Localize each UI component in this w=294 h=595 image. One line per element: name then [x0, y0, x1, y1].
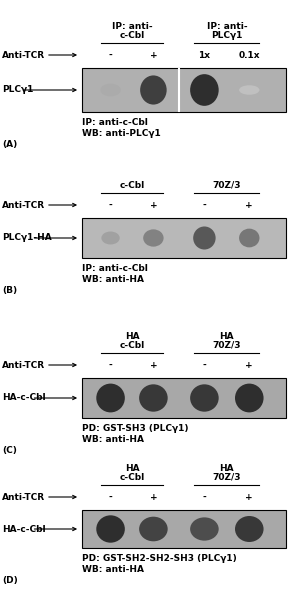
Text: c-Cbl: c-Cbl: [119, 181, 145, 190]
Text: -: -: [203, 361, 206, 369]
Bar: [82, 68, 286, 112]
Text: PLCγ1: PLCγ1: [2, 86, 34, 95]
Text: IP: anti-c-Cbl: IP: anti-c-Cbl: [82, 118, 148, 127]
Bar: [82, 218, 286, 258]
Text: (B): (B): [2, 286, 17, 295]
Text: Anti-TCR: Anti-TCR: [2, 201, 45, 209]
Text: c-Cbl: c-Cbl: [119, 341, 145, 350]
Text: WB: anti-PLCγ1: WB: anti-PLCγ1: [82, 129, 161, 138]
Ellipse shape: [139, 384, 168, 412]
Text: WB: anti-HA: WB: anti-HA: [82, 565, 144, 574]
Text: -: -: [109, 201, 112, 209]
Text: +: +: [150, 51, 157, 60]
Text: 1x: 1x: [198, 51, 211, 60]
Text: HA-c-Cbl: HA-c-Cbl: [2, 525, 46, 534]
Text: PD: GST-SH3 (PLCγ1): PD: GST-SH3 (PLCγ1): [82, 424, 188, 433]
Ellipse shape: [96, 384, 125, 412]
Text: HA: HA: [220, 464, 234, 473]
Ellipse shape: [101, 231, 120, 245]
Text: c-Cbl: c-Cbl: [119, 473, 145, 482]
Bar: [82, 378, 286, 418]
Text: +: +: [150, 493, 157, 502]
Text: PLCγ1: PLCγ1: [211, 31, 243, 40]
Ellipse shape: [235, 384, 263, 412]
Ellipse shape: [190, 518, 219, 541]
Ellipse shape: [239, 228, 260, 248]
Text: +: +: [150, 201, 157, 209]
Text: 0.1x: 0.1x: [238, 51, 260, 60]
Text: -: -: [203, 201, 206, 209]
Text: HA-c-Cbl: HA-c-Cbl: [2, 393, 46, 402]
Text: 70Z/3: 70Z/3: [213, 181, 241, 190]
Ellipse shape: [190, 74, 219, 106]
Text: c-Cbl: c-Cbl: [119, 31, 145, 40]
Ellipse shape: [139, 516, 168, 541]
Text: WB: anti-HA: WB: anti-HA: [82, 435, 144, 444]
Text: Anti-TCR: Anti-TCR: [2, 361, 45, 369]
Ellipse shape: [190, 384, 219, 412]
Ellipse shape: [140, 76, 167, 105]
Text: -: -: [109, 361, 112, 369]
Text: Anti-TCR: Anti-TCR: [2, 493, 45, 502]
Ellipse shape: [100, 84, 121, 96]
Ellipse shape: [143, 229, 163, 247]
Text: WB: anti-HA: WB: anti-HA: [82, 275, 144, 284]
Text: IP: anti-: IP: anti-: [112, 22, 152, 31]
Text: HA: HA: [125, 464, 139, 473]
Text: +: +: [245, 201, 253, 209]
Text: IP: anti-: IP: anti-: [206, 22, 247, 31]
Ellipse shape: [235, 516, 263, 542]
Bar: [82, 510, 286, 548]
Text: -: -: [109, 493, 112, 502]
Text: (D): (D): [2, 576, 18, 585]
Text: PLCγ1-HA: PLCγ1-HA: [2, 233, 52, 243]
Ellipse shape: [193, 227, 216, 249]
Text: +: +: [150, 361, 157, 369]
Text: HA: HA: [125, 332, 139, 341]
Text: -: -: [109, 51, 112, 60]
Ellipse shape: [96, 515, 125, 543]
Text: +: +: [245, 493, 253, 502]
Ellipse shape: [239, 85, 260, 95]
Text: +: +: [245, 361, 253, 369]
Text: IP: anti-c-Cbl: IP: anti-c-Cbl: [82, 264, 148, 273]
Text: HA: HA: [220, 332, 234, 341]
Text: 70Z/3: 70Z/3: [213, 341, 241, 350]
Text: (A): (A): [2, 140, 17, 149]
Text: 70Z/3: 70Z/3: [213, 473, 241, 482]
Text: -: -: [203, 493, 206, 502]
Text: (C): (C): [2, 446, 17, 455]
Text: Anti-TCR: Anti-TCR: [2, 51, 45, 60]
Text: PD: GST-SH2-SH2-SH3 (PLCγ1): PD: GST-SH2-SH2-SH3 (PLCγ1): [82, 554, 237, 563]
